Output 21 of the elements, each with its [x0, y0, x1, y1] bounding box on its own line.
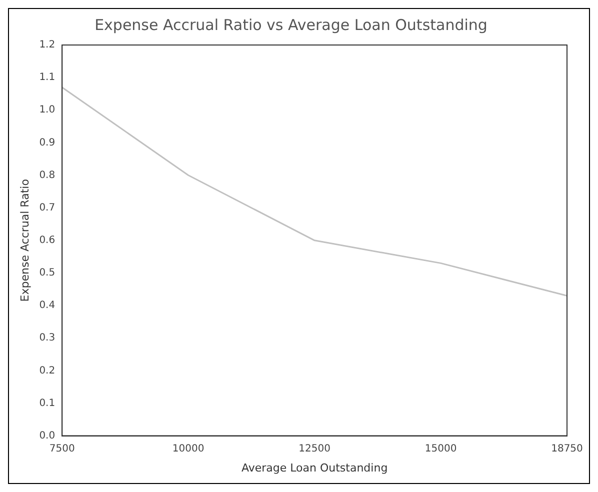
y-tick-label: 1.1: [39, 72, 56, 84]
y-tick-label: 0.1: [39, 398, 56, 409]
x-tick-label: 15000: [424, 443, 457, 454]
x-axis-title: Average Loan Outstanding: [241, 461, 388, 474]
chart-title: Expense Accrual Ratio vs Average Loan Outstanding: [94, 16, 488, 34]
y-tick-label: 1.0: [39, 104, 56, 116]
x-tick-label: 18750: [551, 443, 583, 454]
y-tick-label: 0.8: [39, 170, 56, 181]
y-tick-label: 0.7: [39, 202, 56, 214]
x-tick-label: 12500: [298, 443, 330, 454]
y-tick-label: 0.2: [39, 365, 56, 376]
y-tick-label: 0.5: [39, 268, 56, 279]
y-tick-label: 0.6: [39, 234, 56, 246]
x-tick-label: 7500: [49, 443, 75, 454]
y-tick-label: 0.4: [39, 300, 56, 312]
y-tick-label: 0.0: [39, 430, 56, 442]
y-axis-title: Expense Accrual Ratio: [18, 178, 32, 302]
y-tick-label: 1.2: [39, 40, 56, 51]
x-tick-label: 10000: [172, 443, 204, 454]
y-tick-label: 0.9: [39, 137, 56, 148]
y-tick-label: 0.3: [39, 332, 56, 344]
